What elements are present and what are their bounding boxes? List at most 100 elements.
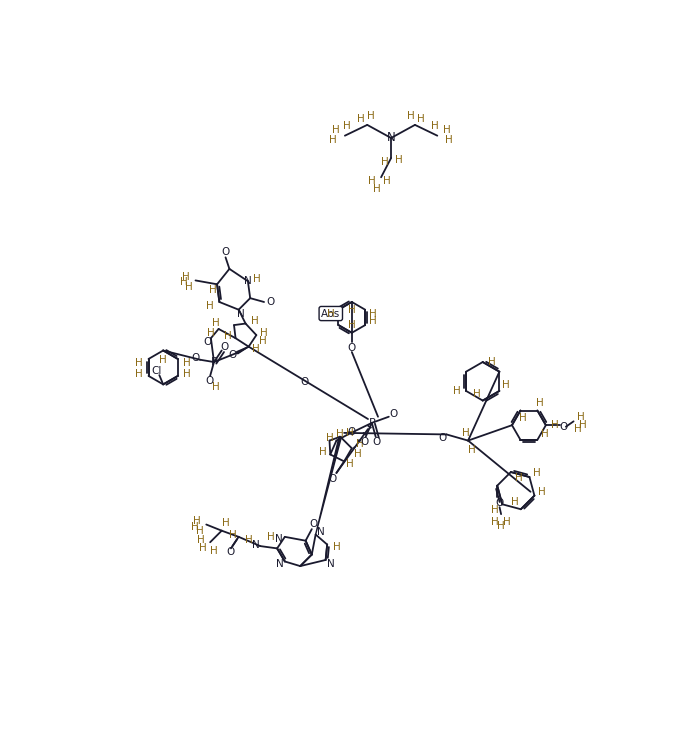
Text: H: H: [180, 277, 188, 287]
Text: O: O: [300, 377, 308, 387]
Text: H: H: [497, 520, 505, 531]
Text: P: P: [369, 418, 375, 428]
Text: H: H: [253, 344, 260, 354]
Text: H: H: [135, 358, 143, 368]
Text: O: O: [192, 353, 200, 363]
Text: P: P: [210, 357, 217, 367]
Text: O: O: [227, 547, 235, 557]
Text: H: H: [337, 429, 344, 439]
Text: O: O: [559, 422, 568, 432]
Text: O: O: [310, 519, 317, 529]
Text: H: H: [369, 317, 377, 326]
Text: Cl: Cl: [152, 365, 162, 375]
Text: H: H: [502, 380, 509, 390]
Text: H: H: [245, 535, 253, 545]
Text: H: H: [491, 517, 499, 527]
Text: H: H: [373, 183, 381, 194]
Text: H: H: [212, 382, 220, 392]
Text: O: O: [221, 341, 229, 352]
Text: H: H: [330, 135, 337, 144]
Text: H: H: [445, 135, 452, 144]
Text: H: H: [210, 286, 217, 296]
Text: H: H: [443, 125, 450, 135]
Text: H: H: [573, 424, 582, 434]
Text: H: H: [267, 532, 275, 542]
Text: H: H: [346, 428, 353, 438]
Text: H: H: [417, 114, 425, 124]
Text: H: H: [488, 357, 496, 367]
Polygon shape: [316, 436, 341, 535]
Text: O: O: [221, 247, 230, 257]
Text: N: N: [252, 539, 260, 550]
Text: H: H: [348, 320, 356, 330]
Text: H: H: [462, 428, 470, 438]
Text: N: N: [244, 276, 252, 287]
Text: H: H: [207, 328, 214, 338]
Text: O: O: [205, 376, 214, 387]
Text: H: H: [395, 156, 403, 165]
Text: H: H: [230, 529, 237, 539]
Text: H: H: [355, 439, 364, 450]
Text: O: O: [496, 499, 504, 508]
Text: O: O: [348, 427, 356, 437]
Text: O: O: [348, 343, 356, 353]
Text: N: N: [276, 559, 284, 569]
Text: H: H: [332, 542, 340, 552]
Text: H: H: [491, 505, 498, 515]
Text: H: H: [368, 176, 375, 186]
Text: H: H: [381, 157, 389, 167]
Text: H: H: [431, 121, 439, 132]
Text: H: H: [579, 420, 586, 430]
Text: H: H: [326, 433, 334, 443]
Text: H: H: [198, 544, 206, 553]
Text: H: H: [357, 114, 365, 124]
Text: N: N: [237, 308, 245, 319]
Text: H: H: [206, 301, 214, 311]
Polygon shape: [237, 347, 248, 354]
Text: H: H: [224, 331, 232, 341]
Text: O: O: [266, 297, 274, 307]
Text: N: N: [275, 534, 282, 544]
Text: O: O: [389, 408, 398, 419]
Text: H: H: [473, 390, 480, 399]
Text: O: O: [439, 433, 447, 443]
Text: O: O: [228, 350, 237, 360]
Text: H: H: [319, 447, 326, 457]
Text: H: H: [536, 398, 543, 408]
Text: O: O: [328, 474, 337, 484]
Text: H: H: [191, 522, 198, 532]
Text: H: H: [183, 358, 191, 368]
Text: H: H: [327, 308, 335, 319]
Text: H: H: [346, 459, 354, 468]
Text: H: H: [453, 386, 461, 396]
Text: Abs: Abs: [321, 308, 341, 319]
Text: H: H: [515, 473, 523, 484]
Text: H: H: [210, 547, 218, 556]
Text: O: O: [373, 437, 380, 447]
Text: H: H: [259, 336, 266, 346]
Text: H: H: [541, 429, 549, 438]
Text: H: H: [221, 518, 230, 528]
Text: H: H: [251, 317, 259, 326]
Text: H: H: [183, 368, 191, 378]
Text: H: H: [212, 318, 220, 328]
Text: H: H: [253, 274, 261, 284]
Text: H: H: [551, 420, 559, 430]
Text: H: H: [344, 121, 351, 132]
Text: H: H: [519, 413, 527, 423]
Text: H: H: [183, 271, 190, 281]
Text: N: N: [327, 559, 335, 569]
Text: H: H: [407, 111, 415, 120]
Text: H: H: [369, 308, 377, 319]
Text: H: H: [367, 111, 375, 120]
Text: N: N: [387, 132, 396, 144]
Text: O: O: [360, 437, 369, 447]
Text: H: H: [511, 496, 518, 507]
Text: N: N: [317, 527, 325, 537]
Text: H: H: [196, 526, 204, 535]
Text: H: H: [332, 125, 339, 135]
Text: H: H: [260, 328, 268, 338]
Text: H: H: [354, 450, 362, 459]
Text: H: H: [185, 281, 193, 292]
Text: H: H: [160, 355, 167, 365]
